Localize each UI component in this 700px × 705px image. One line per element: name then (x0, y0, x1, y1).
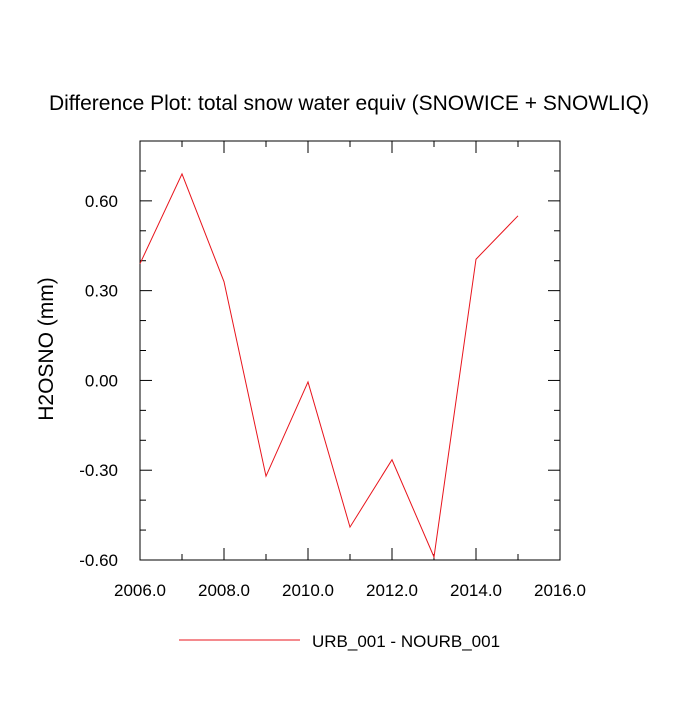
legend-label: URB_001 - NOURB_001 (312, 632, 500, 651)
x-tick-label: 2010.0 (282, 581, 334, 600)
y-tick-label: 0.00 (85, 371, 118, 390)
y-tick-label: 0.30 (85, 282, 118, 301)
x-tick-label: 2016.0 (534, 581, 586, 600)
y-axis-label: H2OSNO (mm) (35, 277, 58, 421)
x-tick-label: 2014.0 (450, 581, 502, 600)
plot-frame (139, 140, 561, 561)
series-layer (139, 172, 519, 559)
chart-title: Difference Plot: total snow water equiv … (49, 92, 649, 115)
y-tick-label: -0.60 (79, 551, 118, 570)
axes: 2006.0 2008.0 2010.0 2012.0 2014.0 2016.0 -0.6… (79, 140, 586, 600)
x-tick-label: 2012.0 (366, 581, 418, 600)
x-tick-label: 2006.0 (114, 581, 166, 600)
y-tick-label: 0.60 (85, 192, 118, 211)
series-line (139, 172, 519, 559)
plot-area (139, 140, 561, 561)
y-tick-label: -0.30 (79, 461, 118, 480)
legend: URB_001 - NOURB_001 (179, 632, 500, 651)
x-tick-label: 2008.0 (198, 581, 250, 600)
